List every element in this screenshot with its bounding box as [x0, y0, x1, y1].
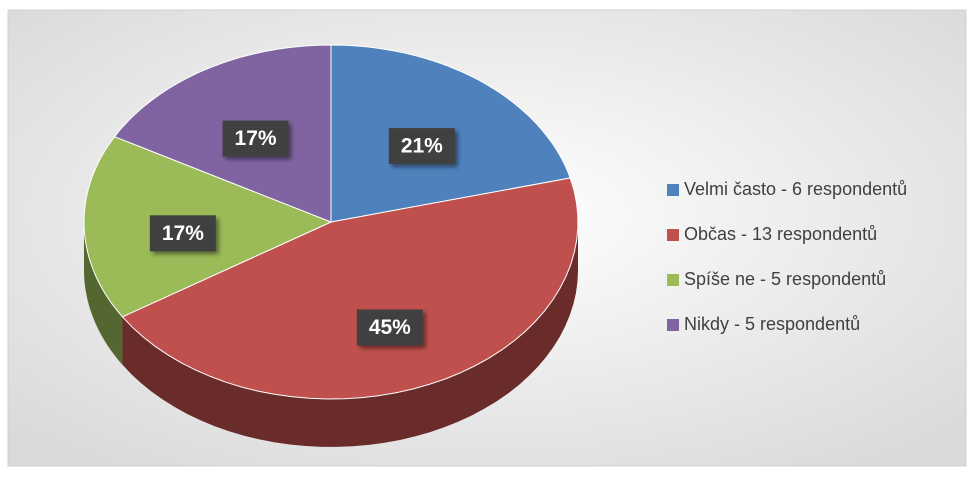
legend-label: Velmi často - 6 respondentů [684, 179, 907, 199]
data-label: 21% [401, 135, 443, 158]
label-box [356, 309, 423, 346]
slice [121, 177, 579, 400]
legend-label: Občas - 13 respondentů [684, 224, 877, 244]
legend-swatch [667, 319, 679, 331]
legend-swatch [667, 184, 679, 196]
label-box [388, 128, 455, 165]
data-label: 17% [162, 222, 204, 245]
legend-label: Spíše ne - 5 respondentů [684, 269, 886, 289]
data-label: 45% [369, 316, 411, 339]
legend-label: Nikdy - 5 respondentů [684, 314, 860, 334]
data-label: 17% [235, 127, 277, 150]
label-box [222, 120, 289, 157]
label-box [149, 215, 216, 252]
legend-swatch [667, 229, 679, 241]
slice-side [84, 222, 123, 365]
legend-swatch [667, 274, 679, 286]
slice-side [122, 222, 578, 447]
